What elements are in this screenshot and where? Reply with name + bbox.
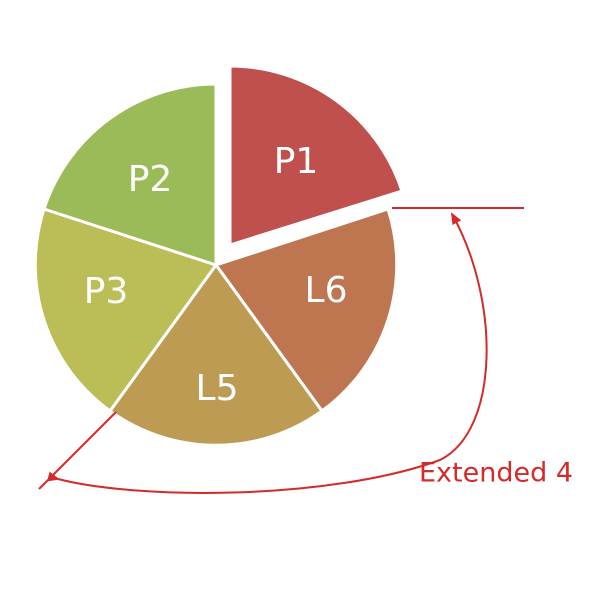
annotation-label: Extended 4 (419, 458, 573, 489)
slice-label-l6: L6 (305, 270, 348, 311)
extension-annotation: Extended 4 (38, 207, 573, 494)
slice-p1 (228, 64, 404, 247)
slice-label-p2: P2 (128, 159, 173, 200)
boundary-line-bottom (38, 411, 117, 490)
extension-arc-arrow (47, 212, 488, 494)
slice-label-p3: P3 (84, 271, 129, 312)
slice-label-p1: P1 (274, 141, 319, 182)
slice-label-l5: L5 (196, 368, 239, 409)
